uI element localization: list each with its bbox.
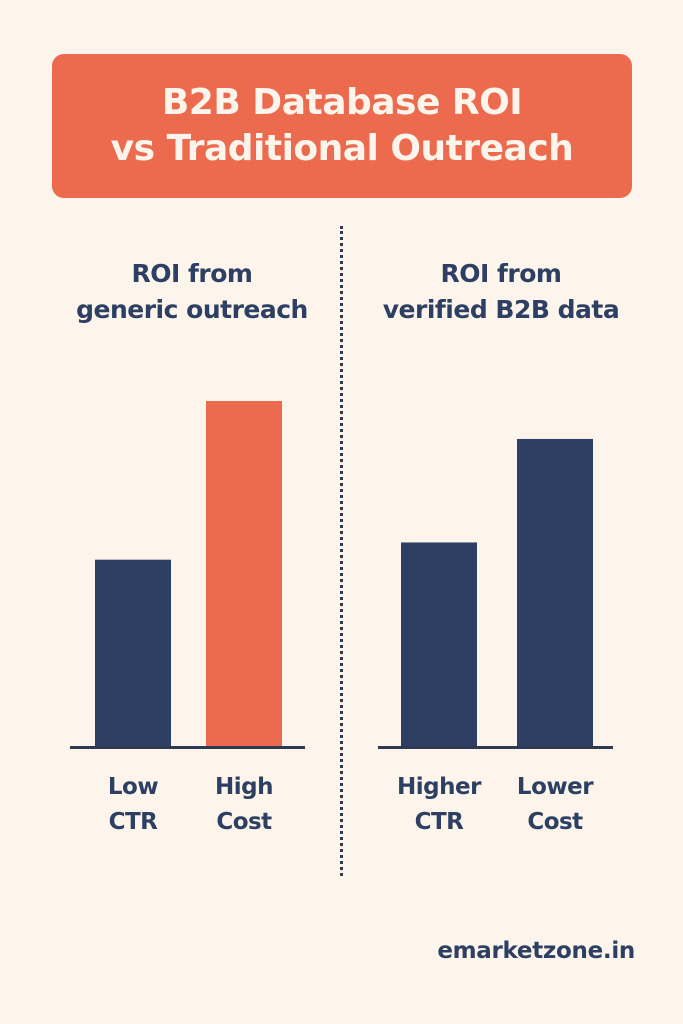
title-banner: B2B Database ROI vs Traditional Outreach xyxy=(52,54,632,198)
right-bar-2 xyxy=(517,438,593,746)
left-chart-title-line-1: ROI from xyxy=(131,259,253,288)
left-chart-title-line-2: generic outreach xyxy=(76,295,308,324)
right-chart-title: ROI from verified B2B data xyxy=(351,256,651,328)
right-category-label-2: Lower Cost xyxy=(485,770,625,840)
right-chart-title-line-2: verified B2B data xyxy=(382,295,620,324)
left-category-label-1-line-1: Low xyxy=(107,774,159,800)
panel-divider xyxy=(340,226,343,876)
title-line-2: vs Traditional Outreach xyxy=(110,128,574,169)
right-category-label-2-line-1: Lower xyxy=(516,774,594,800)
left-bar-2 xyxy=(206,401,282,746)
title-line-1: B2B Database ROI xyxy=(161,82,523,123)
footer-website: emarketzone.in xyxy=(437,938,635,964)
right-bar-1 xyxy=(401,542,477,746)
left-category-label-1: Low CTR xyxy=(63,770,203,840)
left-bar-1 xyxy=(95,559,171,746)
right-category-label-2-line-2: Cost xyxy=(527,809,583,835)
left-category-label-2-line-1: High xyxy=(215,774,273,800)
right-chart-title-line-1: ROI from xyxy=(440,259,562,288)
right-category-label-1: Higher CTR xyxy=(369,770,509,840)
left-category-label-2-line-2: Cost xyxy=(216,809,272,835)
right-category-label-1-line-1: Higher xyxy=(397,774,481,800)
right-category-label-1-line-2: CTR xyxy=(414,809,464,835)
left-chart-title: ROI from generic outreach xyxy=(42,256,342,328)
left-category-label-2: High Cost xyxy=(174,770,314,840)
left-category-label-1-line-2: CTR xyxy=(108,809,158,835)
